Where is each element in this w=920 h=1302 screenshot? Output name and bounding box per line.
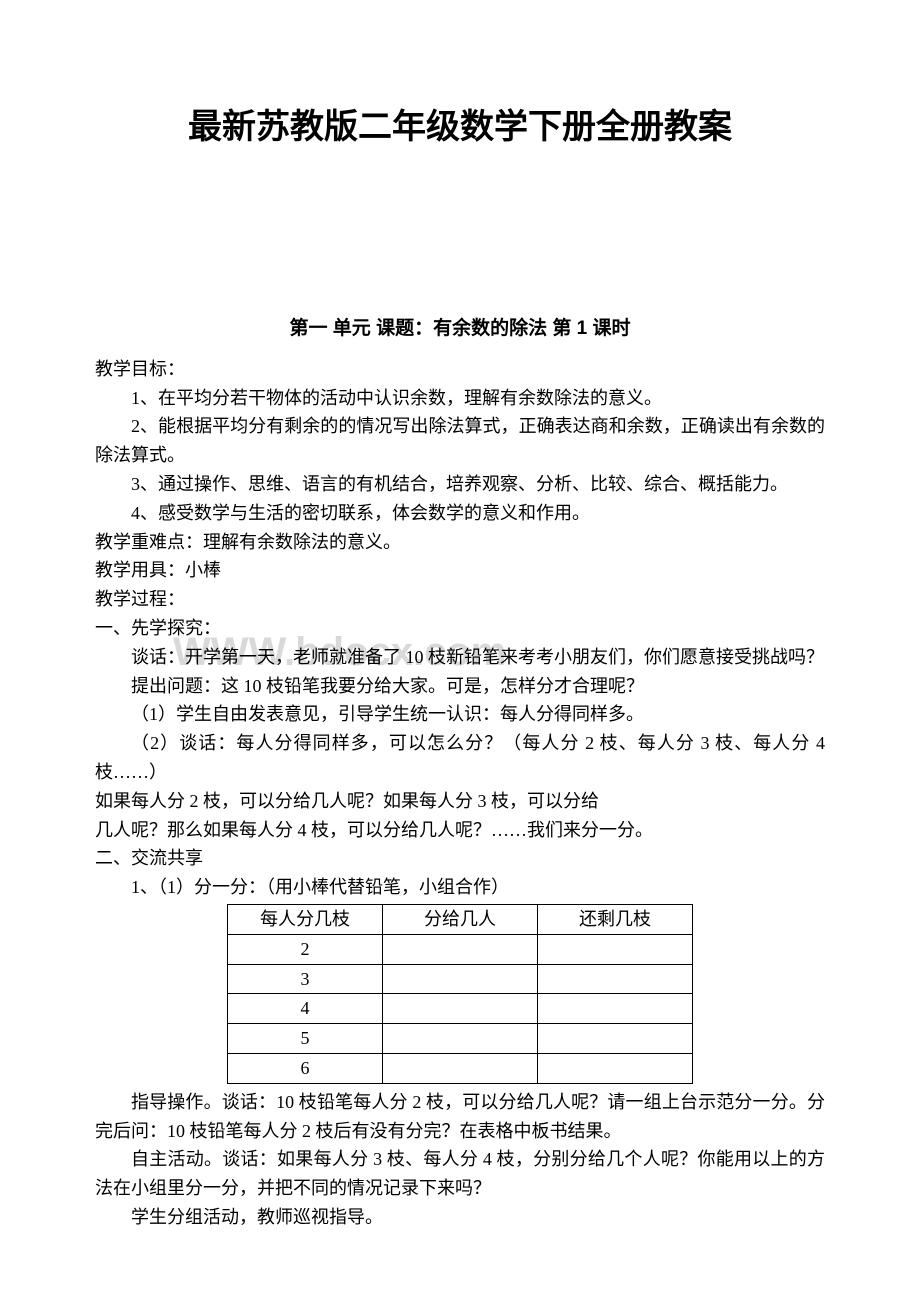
- goal-3: 3、通过操作、思维、语言的有机结合，培养观察、分析、比较、综合、概括能力。: [95, 470, 825, 499]
- table-cell: [538, 964, 693, 994]
- process-heading: 教学过程：: [95, 585, 825, 614]
- table-cell: [383, 934, 538, 964]
- para-self: 自主活动。谈话：如果每人分 3 枝、每人分 4 枝，分别分给几个人呢？你能用以上…: [95, 1145, 825, 1203]
- unit-title: 第一 单元 课题：有余数的除法 第 1 课时: [95, 314, 825, 344]
- table-cell: [383, 964, 538, 994]
- para-guide: 指导操作。谈话：10 枝铅笔每人分 2 枝，可以分给几人呢？请一组上台示范分一分…: [95, 1088, 825, 1146]
- table-row: 4: [228, 994, 693, 1024]
- goal-2: 2、能根据平均分有剩余的的情况写出除法算式，正确表达商和余数，正确读出有余数的除…: [95, 412, 825, 470]
- point-2: （2）谈话：每人分得同样多，可以怎么分？（每人分 2 枝、每人分 3 枝、每人分…: [95, 729, 825, 787]
- table-cell: 5: [228, 1024, 383, 1054]
- table-header: 分给几人: [383, 904, 538, 934]
- table-cell: 3: [228, 964, 383, 994]
- document-title: 最新苏教版二年级数学下册全册教案: [95, 100, 825, 154]
- table-cell: 4: [228, 994, 383, 1024]
- goal-4: 4、感受数学与生活的密切联系，体会数学的意义和作用。: [95, 499, 825, 528]
- table-row: 2: [228, 934, 693, 964]
- table-cell: [538, 934, 693, 964]
- question-1: 提出问题：这 10 枝铅笔我要分给大家。可是，怎样分才合理呢？: [95, 672, 825, 701]
- step-1: 1、（1）分一分：（用小棒代替铅笔，小组合作）: [95, 873, 825, 902]
- tools-label: 教学用具：: [95, 560, 185, 580]
- division-table: 每人分几枝 分给几人 还剩几枝 2 3 4 5 6: [227, 904, 693, 1084]
- table-header-row: 每人分几枝 分给几人 还剩几枝: [228, 904, 693, 934]
- table-cell: 2: [228, 934, 383, 964]
- table-cell: [383, 1024, 538, 1054]
- section-2-heading: 二、交流共享: [95, 844, 825, 873]
- table-row: 3: [228, 964, 693, 994]
- para-group: 学生分组活动，教师巡视指导。: [95, 1203, 825, 1232]
- watermark-region: WWW.bdocx.com 一、先学探究： 谈话：开学第一天，老师就准备了 10…: [95, 614, 825, 672]
- table-cell: 6: [228, 1053, 383, 1083]
- table-cell: [538, 1053, 693, 1083]
- table-cell: [383, 1053, 538, 1083]
- difficulty-text: 理解有余数除法的意义。: [203, 532, 401, 552]
- point-1: （1）学生自由发表意见，引导学生统一认识：每人分得同样多。: [95, 700, 825, 729]
- section-1-heading: 一、先学探究：: [95, 614, 825, 643]
- goal-1: 1、在平均分若干物体的活动中认识余数，理解有余数除法的意义。: [95, 384, 825, 413]
- teaching-goals-section: 教学目标： 1、在平均分若干物体的活动中认识余数，理解有余数除法的意义。 2、能…: [95, 355, 825, 528]
- table-row: 6: [228, 1053, 693, 1083]
- talk-1: 谈话：开学第一天，老师就准备了 10 枝新铅笔来考考小朋友们，你们愿意接受挑战吗…: [95, 643, 825, 672]
- goals-heading: 教学目标：: [95, 355, 825, 384]
- table-cell: [538, 1024, 693, 1054]
- table-cell: [538, 994, 693, 1024]
- table-cell: [383, 994, 538, 1024]
- tools-line: 教学用具：小棒: [95, 556, 825, 585]
- difficulty-line: 教学重难点：理解有余数除法的意义。: [95, 528, 825, 557]
- table-row: 5: [228, 1024, 693, 1054]
- line-a: 如果每人分 2 枝，可以分给几人呢？如果每人分 3 枝，可以分给: [95, 787, 825, 816]
- table-header: 每人分几枝: [228, 904, 383, 934]
- difficulty-label: 教学重难点：: [95, 532, 203, 552]
- table-header: 还剩几枝: [538, 904, 693, 934]
- tools-text: 小棒: [185, 560, 221, 580]
- line-b: 几人呢？那么如果每人分 4 枝，可以分给几人呢？……我们来分一分。: [95, 816, 825, 845]
